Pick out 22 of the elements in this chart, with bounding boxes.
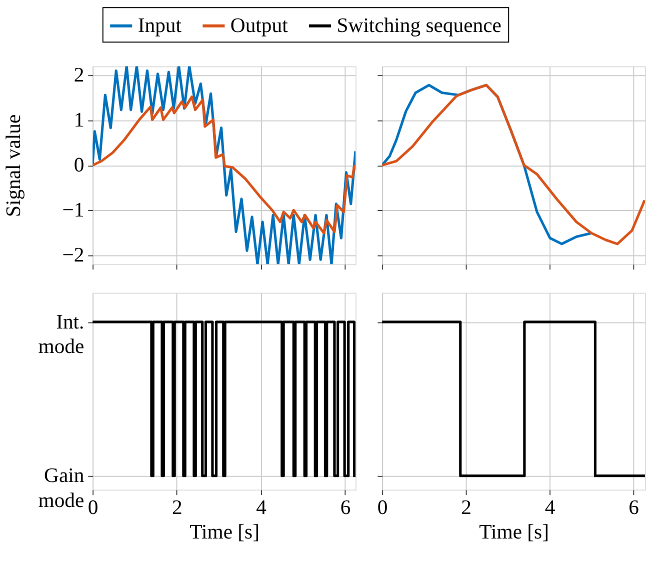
x-tick-label: 4 bbox=[544, 496, 556, 519]
x-tick-label: 2 bbox=[461, 496, 472, 519]
y-axis-title: Signal value bbox=[3, 114, 26, 218]
text: Gain mode bbox=[38, 465, 85, 512]
legend-label: Switching sequence bbox=[336, 14, 502, 37]
x-tick-label: 6 bbox=[628, 496, 639, 519]
legend-label: Input bbox=[138, 14, 182, 37]
x-tick-label: 0 bbox=[88, 496, 98, 519]
x-axis-title: Time [s] bbox=[190, 521, 260, 544]
x-tick-label: 4 bbox=[256, 496, 266, 519]
legend-label: Output bbox=[230, 14, 288, 37]
y-tick-label: 1 bbox=[74, 110, 84, 132]
x-axis-title: Time [s] bbox=[479, 521, 549, 544]
x-tick-label: 6 bbox=[340, 496, 351, 519]
y-tick-label: 0 bbox=[74, 154, 84, 177]
y-tick-label: −1 bbox=[62, 200, 84, 222]
text: Int. mode bbox=[38, 311, 84, 358]
line-series bbox=[92, 96, 356, 234]
x-tick-label: 2 bbox=[172, 496, 182, 519]
y-tick-label: 2 bbox=[74, 64, 84, 87]
y-tick-label: −2 bbox=[62, 244, 84, 267]
x-tick-label: 0 bbox=[377, 496, 388, 519]
